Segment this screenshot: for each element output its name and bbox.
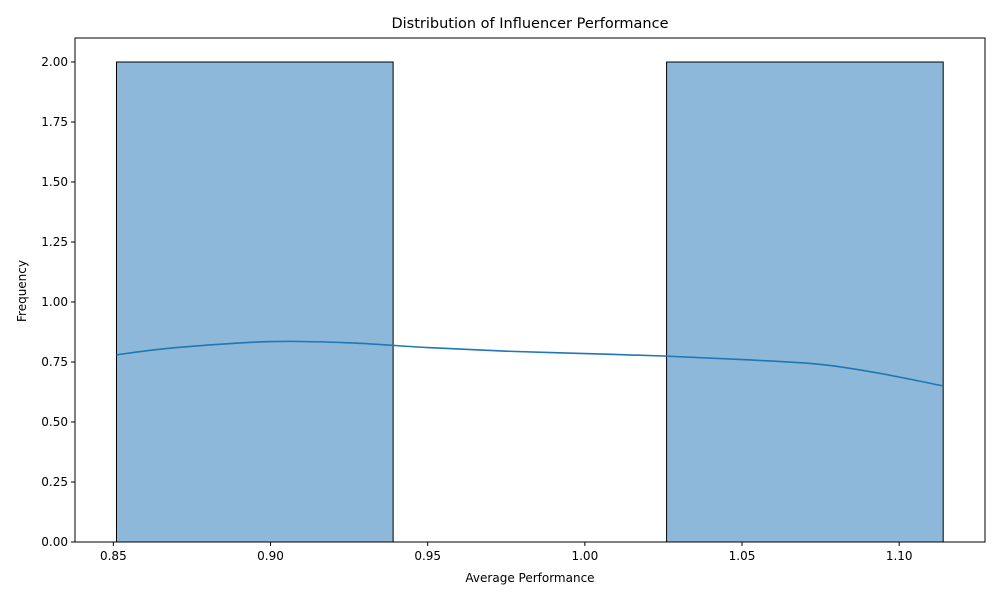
kde-curve xyxy=(116,340,944,387)
histogram-bar-0 xyxy=(115,61,394,543)
y-tick-label-4: 1.00 xyxy=(41,295,68,309)
histogram-bar-2 xyxy=(666,61,944,543)
x-axis-label: Average Performance xyxy=(465,571,594,585)
y-tick-label-0: 0.00 xyxy=(41,535,68,549)
x-tick-label-4: 1.05 xyxy=(729,549,756,563)
chart-title: Distribution of Influencer Performance xyxy=(391,16,668,32)
x-tick-label-5: 1.10 xyxy=(886,549,913,563)
y-tick-label-2: 0.50 xyxy=(41,415,68,429)
x-axis-ticks: 0.85 0.90 0.95 1.00 1.05 1.10 xyxy=(100,542,913,563)
y-tick-label-5: 1.25 xyxy=(41,235,68,249)
x-tick-label-0: 0.85 xyxy=(100,549,127,563)
y-tick-label-8: 2.00 xyxy=(41,55,68,69)
y-axis-ticks: 0.00 0.25 0.50 0.75 1.00 1.25 1.50 1.75 2.00 xyxy=(41,55,75,549)
y-tick-label-7: 1.75 xyxy=(41,115,68,129)
y-tick-label-6: 1.50 xyxy=(41,175,68,189)
y-tick-label-3: 0.75 xyxy=(41,355,68,369)
bars-layer xyxy=(115,61,944,543)
y-tick-label-1: 0.25 xyxy=(41,475,68,489)
y-axis-label: Frequency xyxy=(15,260,29,322)
x-tick-label-3: 1.00 xyxy=(571,549,598,563)
plot-area-frame xyxy=(74,37,986,543)
x-tick-label-2: 0.95 xyxy=(414,549,441,563)
x-tick-label-1: 0.90 xyxy=(257,549,284,563)
